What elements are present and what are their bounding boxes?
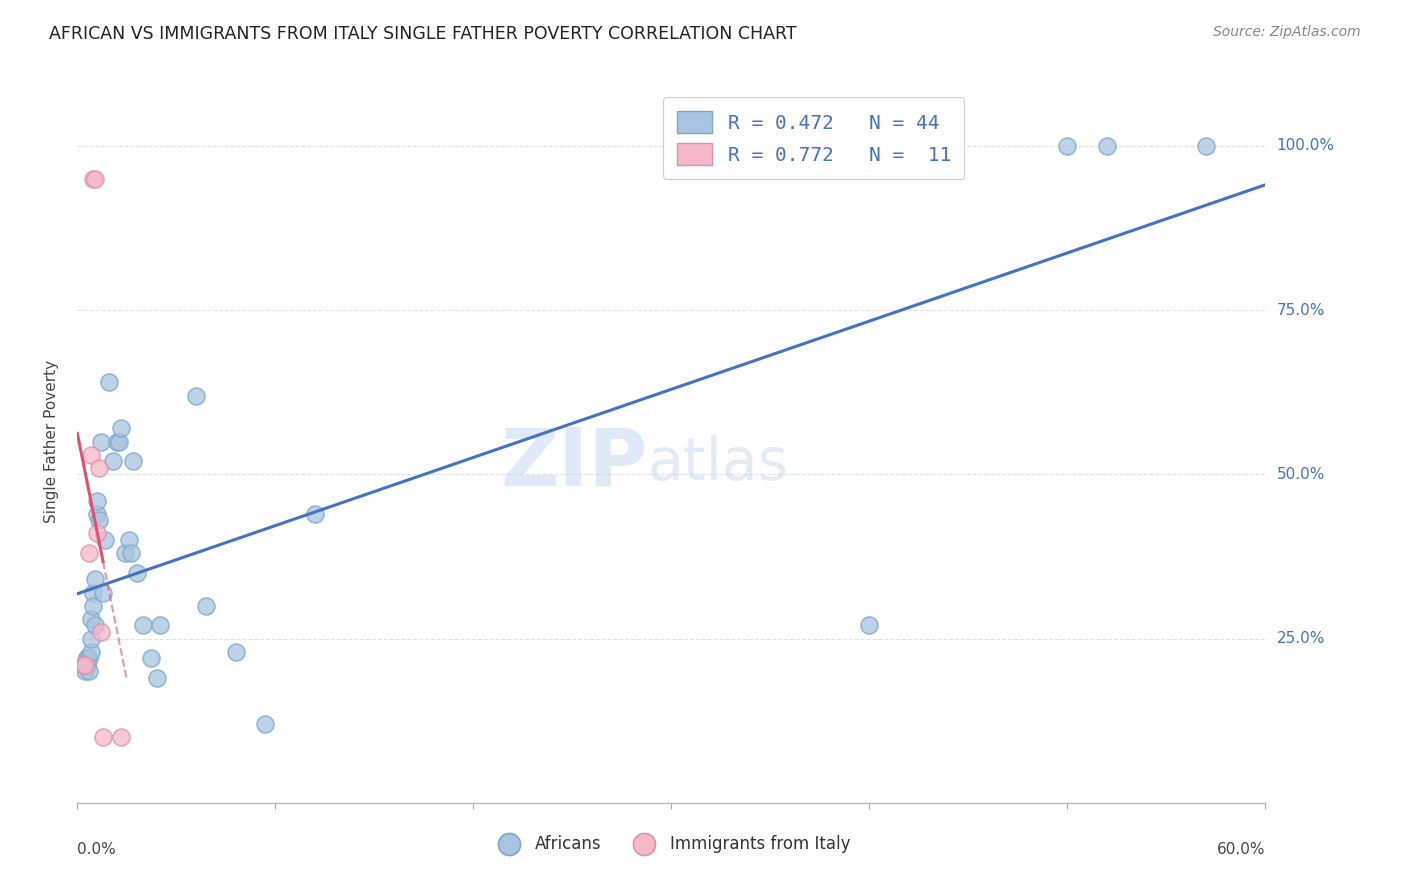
Point [120,546,142,560]
Point [84,573,107,587]
Point [254,717,277,731]
Point [76,651,98,665]
Point [91,585,114,599]
Point [98,376,121,390]
Point [86,507,108,521]
Point [84,618,107,632]
Point [90,625,112,640]
Text: 100.0%: 100.0% [1277,138,1334,153]
Point [75,665,97,679]
Point [91,730,114,744]
Point [87,460,110,475]
Point [1095,139,1118,153]
Point [86,526,108,541]
Point [125,566,148,580]
Point [105,434,128,449]
Text: 60.0%: 60.0% [1218,842,1265,856]
Point [82,171,104,186]
Point [80,645,103,659]
Point [82,599,104,613]
Point [139,651,162,665]
Point [80,448,103,462]
Legend: Africans, Immigrants from Italy: Africans, Immigrants from Italy [485,828,858,860]
Point [75,657,97,672]
Point [121,454,143,468]
Point [145,671,167,685]
Point [1056,139,1078,153]
Point [76,657,98,672]
Text: atlas: atlas [648,434,789,491]
Point [86,493,108,508]
Text: AFRICAN VS IMMIGRANTS FROM ITALY SINGLE FATHER POVERTY CORRELATION CHART: AFRICAN VS IMMIGRANTS FROM ITALY SINGLE … [49,25,797,43]
Text: Source: ZipAtlas.com: Source: ZipAtlas.com [1213,25,1361,39]
Point [186,388,208,402]
Text: 75.0%: 75.0% [1277,302,1324,318]
Point [76,651,98,665]
Point [72,657,94,672]
Point [108,434,131,449]
Text: ZIP: ZIP [501,425,648,502]
Point [77,546,100,560]
Point [84,171,107,186]
Text: 50.0%: 50.0% [1277,467,1324,482]
Point [82,585,104,599]
Point [94,533,117,547]
Point [77,665,100,679]
Point [87,513,110,527]
Text: 0.0%: 0.0% [77,842,117,856]
Point [225,645,247,659]
Point [90,434,112,449]
Point [80,632,103,646]
Point [195,599,218,613]
Point [149,618,172,632]
Point [77,651,100,665]
Point [101,454,124,468]
Point [1195,139,1218,153]
Point [72,657,94,672]
Point [110,421,132,435]
Point [858,618,880,632]
Text: 25.0%: 25.0% [1277,632,1324,646]
Point [80,612,103,626]
Point [304,507,326,521]
Point [131,618,153,632]
Point [114,546,136,560]
Point [75,657,97,672]
Point [118,533,141,547]
Y-axis label: Single Father Poverty: Single Father Poverty [44,360,59,523]
Point [110,730,132,744]
